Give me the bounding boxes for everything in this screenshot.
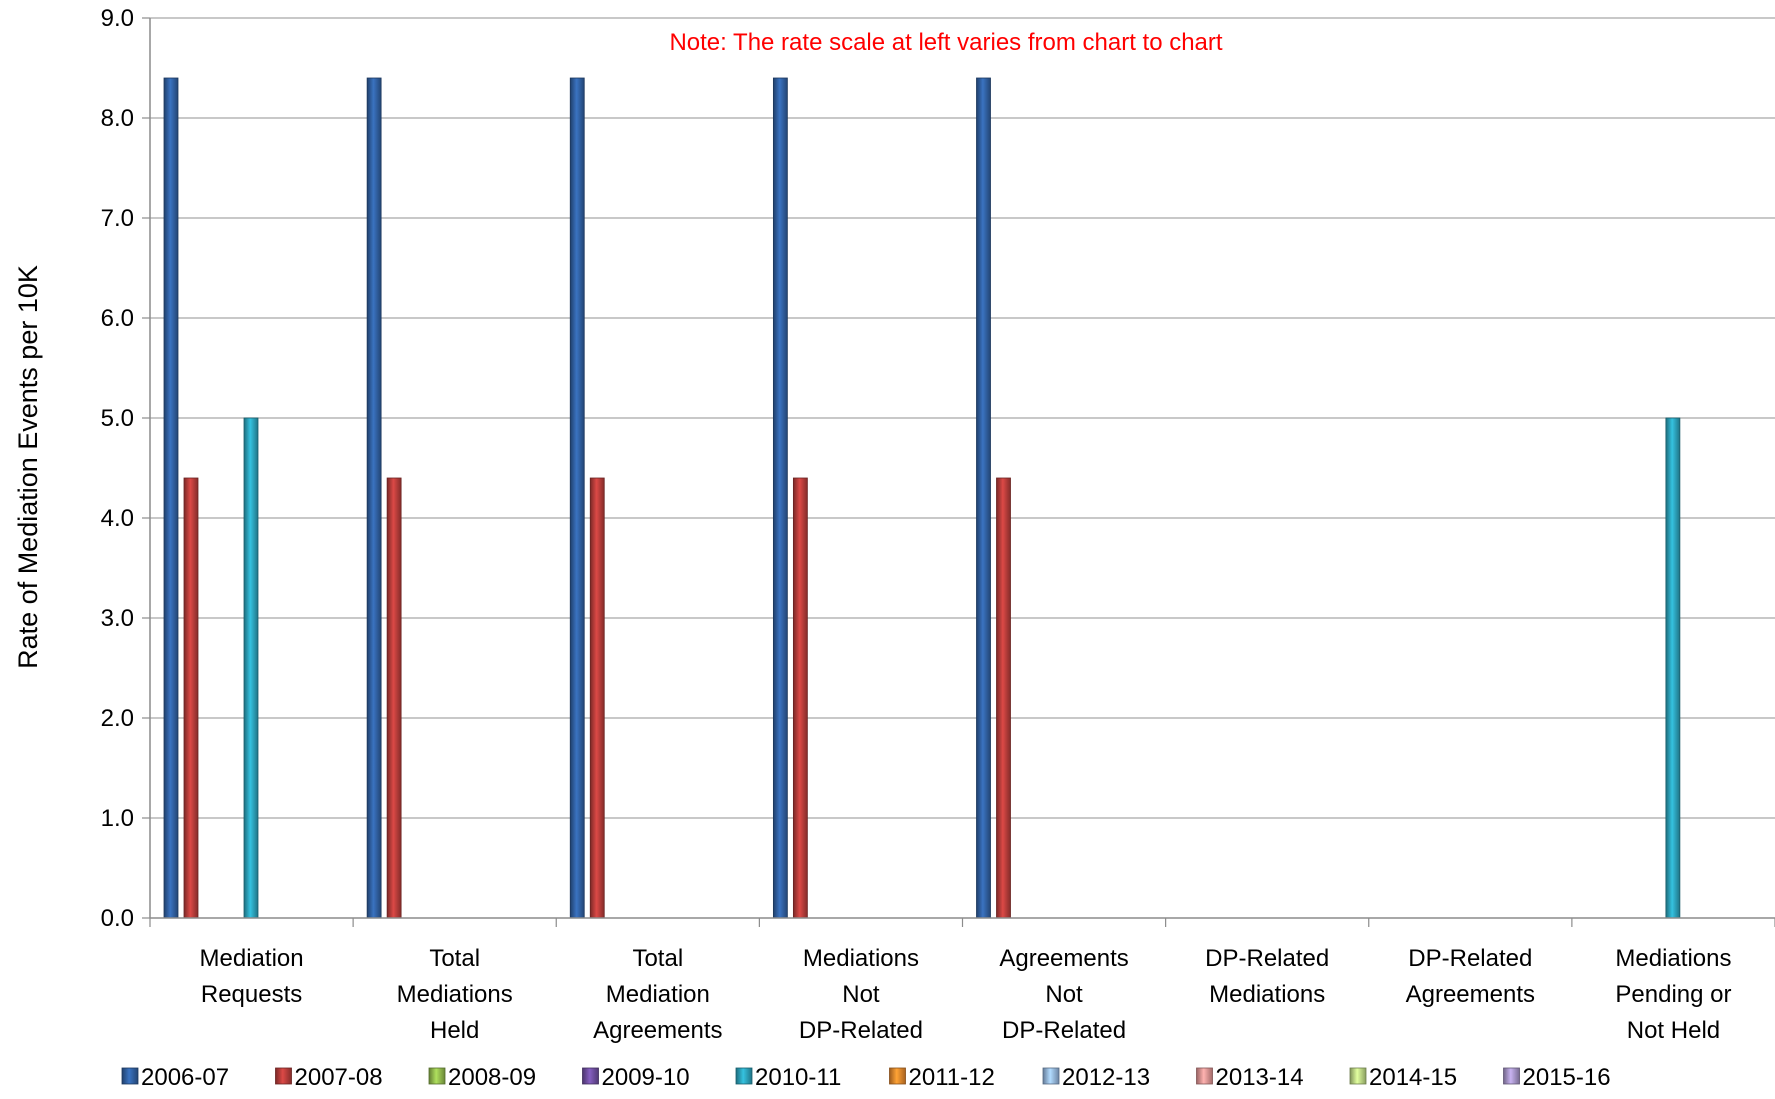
legend-label: 2014-15 bbox=[1369, 1064, 1457, 1091]
legend-label: 2007-08 bbox=[295, 1064, 383, 1091]
y-tick-label: 5.0 bbox=[101, 405, 134, 432]
x-category-label: Mediations Pending or Not Held bbox=[1615, 945, 1731, 1044]
y-tick-label: 9.0 bbox=[101, 5, 134, 32]
y-tick-label: 4.0 bbox=[101, 505, 134, 532]
y-tick-label: 0.0 bbox=[101, 905, 134, 932]
y-tick-label: 2.0 bbox=[101, 705, 134, 732]
bar-2010-11-0 bbox=[243, 417, 259, 919]
bar-2006-07-4 bbox=[976, 77, 991, 919]
axes bbox=[149, 18, 1775, 927]
y-axis-label: Rate of Mediation Events per 10K bbox=[13, 265, 43, 669]
x-category-label: Mediations Not DP-Related bbox=[799, 945, 923, 1044]
x-axis-categories: Mediation Requests Total Mediations Held Tota… bbox=[200, 945, 1732, 1044]
x-category-label: DP-Related Mediations bbox=[1205, 945, 1329, 1008]
bar-2006-07-2 bbox=[569, 77, 585, 919]
y-tick-label: 6.0 bbox=[101, 305, 134, 332]
x-category-label: Total Mediation Agreements bbox=[593, 945, 722, 1044]
legend-label: 2008-09 bbox=[448, 1064, 536, 1091]
bar-2006-07-3 bbox=[772, 77, 788, 919]
bar-2007-08-2 bbox=[589, 477, 605, 919]
y-tick-label: 8.0 bbox=[101, 105, 134, 132]
bar-2006-07-1 bbox=[366, 77, 382, 919]
bar-2007-08-4 bbox=[996, 477, 1011, 919]
x-category-label: Mediation Requests bbox=[200, 945, 304, 1008]
gridlines bbox=[150, 17, 1775, 819]
legend-label: 2010-11 bbox=[755, 1064, 841, 1091]
legend-swatch bbox=[1349, 1067, 1367, 1085]
legend-swatch bbox=[275, 1067, 292, 1085]
y-tick-label: 1.0 bbox=[101, 805, 134, 832]
y-tick-label: 7.0 bbox=[101, 205, 134, 232]
bar-2007-08-0 bbox=[183, 477, 199, 919]
chart-note: Note: The rate scale at left varies from… bbox=[669, 29, 1222, 56]
bar-2006-07-0 bbox=[163, 77, 179, 919]
legend-swatch bbox=[428, 1067, 446, 1085]
legend-label: 2013-14 bbox=[1216, 1064, 1304, 1091]
legend-label: 2012-13 bbox=[1062, 1064, 1150, 1091]
legend-swatch bbox=[1196, 1067, 1213, 1085]
legend-swatch bbox=[1042, 1067, 1060, 1085]
x-category-label: Agreements Not DP-Related bbox=[999, 945, 1128, 1044]
legend-swatch bbox=[582, 1067, 599, 1085]
legend-label: 2009-10 bbox=[602, 1064, 690, 1091]
bar-2010-11-7 bbox=[1665, 417, 1681, 919]
x-category-label: DP-Related Agreements bbox=[1406, 945, 1535, 1008]
legend-swatch bbox=[1503, 1067, 1520, 1085]
bar-2007-08-3 bbox=[792, 477, 808, 919]
bars bbox=[163, 77, 1681, 919]
bar-2007-08-1 bbox=[386, 477, 402, 919]
legend-label: 2006-07 bbox=[141, 1064, 229, 1091]
legend: 2006-07 2007-08 2008-09 2009-10 2010-11 2011-… bbox=[121, 1064, 1611, 1091]
y-axis-ticks: 0.0 1.0 2.0 3.0 4.0 5.0 6.0 7.0 8.0 9.0 bbox=[101, 5, 150, 932]
legend-label: 2011-12 bbox=[909, 1064, 995, 1091]
y-tick-label: 3.0 bbox=[101, 605, 134, 632]
legend-swatch bbox=[889, 1067, 906, 1085]
x-category-label: Total Mediations Held bbox=[397, 945, 513, 1044]
legend-swatch bbox=[735, 1067, 753, 1085]
legend-label: 2015-16 bbox=[1523, 1064, 1611, 1091]
legend-swatch bbox=[121, 1067, 139, 1085]
